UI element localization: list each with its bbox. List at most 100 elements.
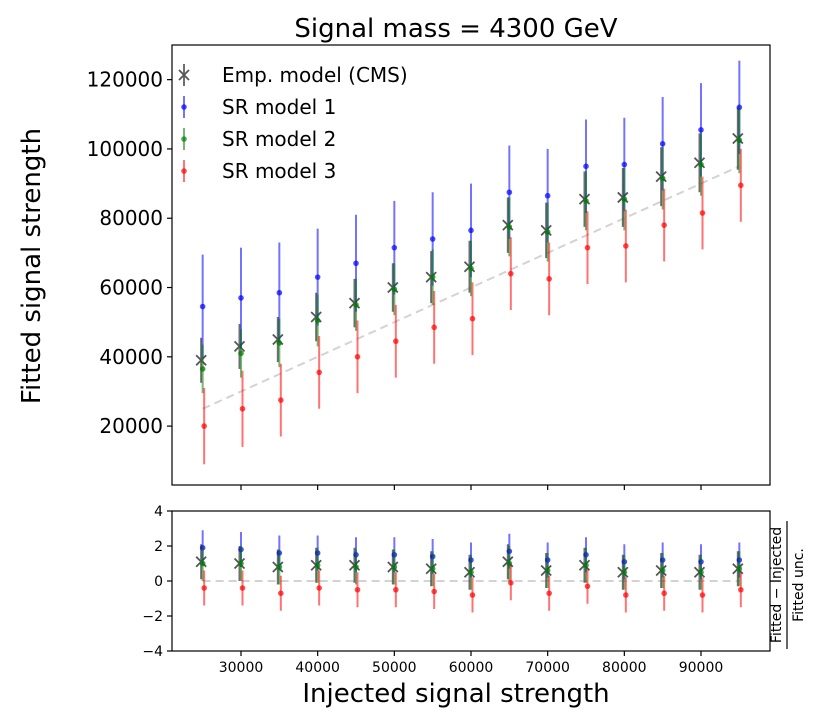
ratio-data-point	[276, 564, 283, 570]
ratio-data-point	[431, 588, 437, 595]
ratio-data-point	[699, 592, 706, 598]
main-data-point	[584, 244, 591, 251]
main-y-ticks: 20000 40000 60000 80000 100000 120000	[87, 68, 172, 438]
main-data-point	[621, 196, 628, 202]
main-data-point	[544, 192, 551, 199]
main-data-point	[393, 338, 399, 345]
main-y-tick-label: 60000	[99, 276, 163, 300]
main-data-point	[391, 286, 398, 293]
legend-label: Emp. model (CMS)	[222, 63, 408, 87]
chart-title: Signal mass = 4300 GeV	[294, 14, 617, 44]
main-y-tick-label: 80000	[99, 206, 163, 230]
ratio-plot: −4 −2 0 2 4 30000 40000 50000 60000 70000 80000 900…	[142, 504, 771, 676]
main-data-point	[276, 289, 283, 296]
ratio-x-ticks: 30000 40000 50000 60000 70000 80000 90000	[219, 651, 724, 676]
ratio-data-point	[238, 560, 244, 567]
main-data-point	[199, 366, 206, 372]
ratio-y-tick-label: −4	[142, 644, 163, 660]
ratio-data-point	[468, 569, 474, 576]
main-data-point	[698, 161, 704, 168]
ratio-series-sr-model-2	[199, 546, 743, 590]
ratio-data-point	[393, 586, 399, 593]
legend-marker	[181, 168, 187, 174]
main-data-point	[583, 163, 589, 170]
legend-marker	[178, 69, 190, 81]
main-data-point	[544, 229, 551, 235]
x-axis-label: Injected signal strength	[302, 679, 609, 709]
main-data-point	[429, 274, 436, 280]
legend: Emp. model (CMS) SR model 1 SR model 2 SR m…	[178, 63, 408, 183]
main-data-point	[201, 423, 207, 429]
main-data-point	[468, 265, 474, 272]
ratio-y-tick-label: −2	[142, 609, 163, 625]
ratio-x-tick-label: 90000	[679, 660, 724, 676]
legend-item-sr-model-1: SR model 1	[181, 95, 336, 119]
main-data-point	[699, 210, 706, 216]
main-data-point	[354, 354, 361, 360]
ratio-x-tick-label: 70000	[525, 660, 570, 676]
ratio-x-tick-label: 30000	[219, 660, 264, 676]
main-y-axis-label: Fitted signal strength	[17, 128, 47, 404]
ratio-data-point	[583, 562, 589, 569]
main-data-point	[469, 315, 476, 322]
ratio-y-tick-label: 4	[154, 504, 163, 520]
main-data-point	[353, 260, 359, 267]
ratio-data-point	[738, 586, 744, 593]
legend-marker	[181, 104, 187, 110]
ratio-series-sr-model-3	[201, 565, 744, 613]
main-data-point	[468, 227, 474, 234]
ratio-y-label-numerator: Fitted − Injected	[769, 527, 785, 643]
main-data-point	[736, 104, 743, 111]
main-y-tick-label: 40000	[99, 345, 163, 369]
main-reference-line	[202, 165, 740, 410]
main-y-tick-label: 20000	[99, 414, 163, 438]
ratio-y-label-denominator: Fitted unc.	[791, 548, 807, 622]
ratio-data-point	[239, 585, 246, 591]
main-data-point	[546, 276, 552, 282]
ratio-data-point	[278, 590, 284, 597]
ratio-data-point	[546, 590, 552, 597]
main-data-point	[239, 405, 246, 412]
main-data-point	[659, 175, 666, 182]
ratio-y-axis-label: Fitted − Injected Fitted unc.	[769, 521, 807, 649]
legend-item-emp-model-cms: Emp. model (CMS)	[178, 63, 408, 87]
ratio-data-point	[429, 565, 436, 572]
legend-label: SR model 1	[222, 95, 336, 119]
main-plot: 20000 40000 60000 80000 100000 120000	[87, 44, 771, 490]
main-data-point	[278, 397, 284, 403]
ratio-x-tick-label: 50000	[372, 660, 417, 676]
main-data-point	[431, 324, 437, 331]
main-data-point	[199, 303, 206, 310]
main-data-point	[238, 295, 244, 301]
ratio-y-tick-label: 0	[154, 574, 163, 590]
main-data-point	[659, 140, 666, 147]
main-data-point	[736, 137, 743, 144]
ratio-data-point	[661, 590, 667, 597]
ratio-y-tick-label: 2	[154, 539, 163, 555]
legend-marker	[181, 136, 187, 142]
main-data-point	[508, 270, 514, 277]
ratio-data-point	[621, 569, 628, 576]
ratio-data-point	[508, 579, 514, 586]
main-x-ticks	[240, 485, 702, 490]
ratio-data-point	[584, 583, 591, 590]
ratio-data-point	[201, 585, 207, 591]
ratio-x-tick-label: 80000	[602, 660, 647, 676]
ratio-data-point	[353, 564, 359, 570]
ratio-data-point	[314, 562, 321, 569]
main-data-point	[314, 274, 321, 280]
main-y-tick-label: 100000	[87, 137, 163, 161]
ratio-data-point	[469, 592, 476, 598]
main-data-point	[233, 340, 246, 353]
main-data-point	[429, 236, 436, 242]
main-data-point	[583, 198, 589, 204]
main-data-point	[738, 182, 744, 189]
main-data-point	[353, 302, 359, 308]
main-data-point	[621, 161, 628, 168]
main-data-point	[623, 243, 629, 249]
main-series-sr-model-3	[201, 148, 744, 465]
ratio-x-tick-label: 60000	[449, 660, 494, 676]
ratio-y-ticks: −4 −2 0 2 4	[142, 504, 172, 660]
main-data-point	[238, 350, 244, 357]
ratio-data-point	[199, 560, 206, 567]
